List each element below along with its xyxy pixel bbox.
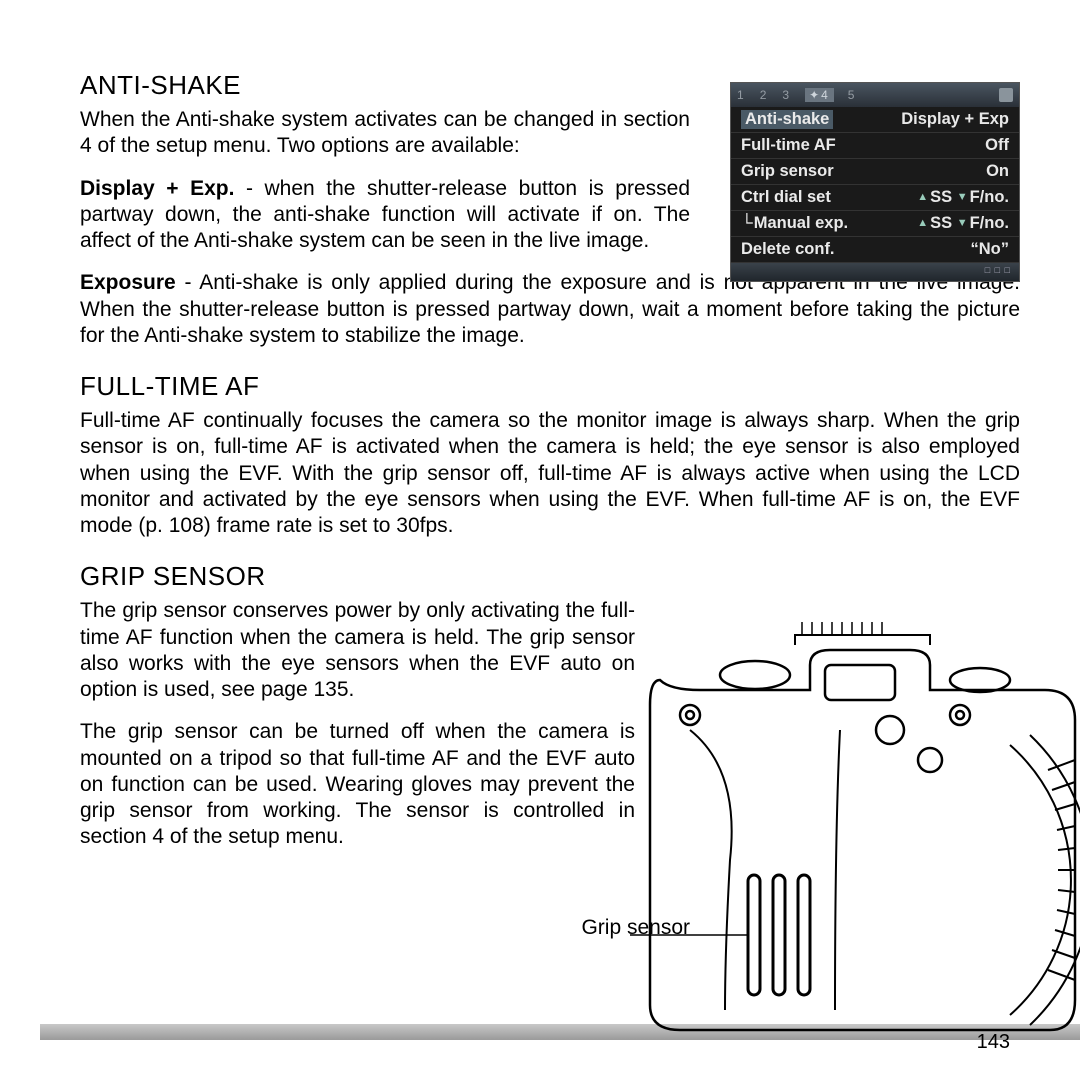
dial-down-icon xyxy=(957,217,968,229)
menu-row-label: Delete conf. xyxy=(741,240,835,259)
menu-row-label: Ctrl dial set xyxy=(741,188,831,207)
dial-up-icon xyxy=(917,191,928,203)
menu-row-value: On xyxy=(986,162,1009,181)
exposure-rest: - Anti-shake is only applied during the … xyxy=(80,271,1020,347)
menu-row-label: Anti-shake xyxy=(741,110,833,129)
menu-footer: □ □ □ xyxy=(731,263,1019,281)
heading-grip-sensor: GRIP SENSOR xyxy=(80,561,1020,592)
display-exp-lead: Display + Exp. xyxy=(80,177,234,200)
menu-row-label: Grip sensor xyxy=(741,162,834,181)
menu-row: Grip sensor On xyxy=(731,159,1019,185)
menu-row-value: SS F/no. xyxy=(917,214,1009,233)
menu-tab-bar: 1 2 3 ✦4 5 xyxy=(731,83,1019,107)
menu-row: Anti-shake Display + Exp xyxy=(731,107,1019,133)
menu-tab-1: 1 xyxy=(737,88,746,102)
menu-row: Delete conf. “No” xyxy=(731,237,1019,263)
wrench-icon xyxy=(999,88,1013,102)
menu-row-value: Off xyxy=(985,136,1009,155)
dial-up-icon xyxy=(917,217,928,229)
full-time-af-p1: Full-time AF continually focuses the cam… xyxy=(80,408,1020,539)
menu-tab-3: 3 xyxy=(782,88,791,102)
setup-menu-screenshot: 1 2 3 ✦4 5 Anti-shake Display + Exp Full-t… xyxy=(730,82,1020,282)
grip-sensor-p1: The grip sensor conserves power by only … xyxy=(80,598,635,703)
menu-row-value: Display + Exp xyxy=(901,110,1009,129)
menu-row: Manual exp. SS F/no. xyxy=(731,211,1019,237)
anti-shake-p2: Display + Exp. - when the shutter-releas… xyxy=(80,176,690,255)
camera-illustration xyxy=(630,610,1080,1040)
anti-shake-p1: When the Anti-shake system activates can… xyxy=(80,107,690,160)
menu-tab-2: 2 xyxy=(760,88,769,102)
menu-row-label: Full-time AF xyxy=(741,136,836,155)
menu-row-value: “No” xyxy=(971,240,1010,259)
menu-row: Ctrl dial set SS F/no. xyxy=(731,185,1019,211)
exposure-lead: Exposure xyxy=(80,271,176,294)
page-number: 143 xyxy=(977,1031,1010,1054)
menu-rows: Anti-shake Display + Exp Full-time AF Off Gr… xyxy=(731,107,1019,263)
menu-tab-4: ✦4 xyxy=(805,88,834,102)
menu-row-value: SS F/no. xyxy=(917,188,1009,207)
menu-tab-5: 5 xyxy=(848,88,857,102)
grip-sensor-p2: The grip sensor can be turned off when t… xyxy=(80,719,635,850)
heading-full-time-af: FULL-TIME AF xyxy=(80,371,1020,402)
dial-down-icon xyxy=(957,191,968,203)
menu-row-label: Manual exp. xyxy=(741,214,848,233)
menu-row: Full-time AF Off xyxy=(731,133,1019,159)
grip-sensor-callout: Grip sensor xyxy=(581,916,690,940)
anti-shake-p3: Exposure - Anti-shake is only applied du… xyxy=(80,270,1020,349)
